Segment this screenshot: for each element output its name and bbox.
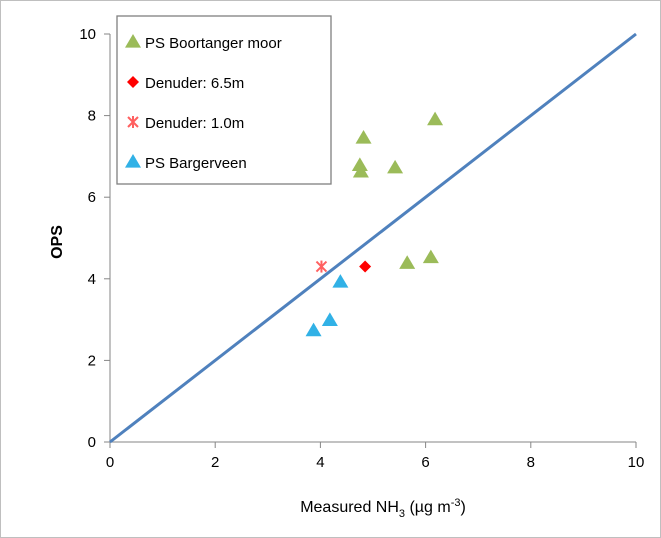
legend-label: Denuder: 6.5m — [145, 75, 244, 92]
y-tick-label: 0 — [88, 434, 96, 451]
y-axis-title: OPS — [49, 225, 66, 259]
data-point-series-3 — [322, 312, 338, 326]
data-point-series-0 — [399, 255, 415, 269]
y-tick-label: 2 — [88, 352, 96, 369]
data-point-series-0 — [387, 160, 403, 174]
data-point-series-2 — [316, 261, 326, 273]
x-axis-title-superscript: -3 — [451, 497, 461, 509]
data-point-series-3 — [332, 274, 348, 288]
data-point-series-0 — [356, 130, 372, 144]
x-tick-group: 0 2 4 6 8 10 — [106, 442, 645, 471]
x-axis-title-close: ) — [460, 499, 465, 516]
x-tick-label: 4 — [316, 454, 324, 471]
y-tick-label: 8 — [88, 108, 96, 125]
x-axis-title-unit: (µg m — [405, 499, 451, 516]
y-tick-label: 6 — [88, 189, 96, 206]
x-tick-label: 0 — [106, 454, 114, 471]
y-tick-label: 4 — [88, 271, 96, 288]
data-point-series-1 — [359, 261, 371, 273]
data-point-series-0 — [423, 250, 439, 264]
x-axis-title-main: Measured NH — [300, 499, 399, 516]
y-tick-group: 0 2 4 6 8 10 — [79, 26, 110, 451]
legend-label: Denuder: 1.0m — [145, 115, 244, 132]
x-tick-label: 6 — [421, 454, 429, 471]
y-tick-label: 10 — [79, 26, 96, 43]
x-tick-label: 2 — [211, 454, 219, 471]
x-axis-title: Measured NH3 (µg m-3) — [300, 497, 466, 520]
x-tick-label: 10 — [628, 454, 645, 471]
legend-label: PS Bargerveen — [145, 155, 247, 172]
data-point-series-3 — [306, 323, 322, 337]
x-tick-label: 8 — [527, 454, 535, 471]
data-point-series-0 — [427, 112, 443, 126]
legend-label: PS Boortanger moor — [145, 35, 282, 52]
